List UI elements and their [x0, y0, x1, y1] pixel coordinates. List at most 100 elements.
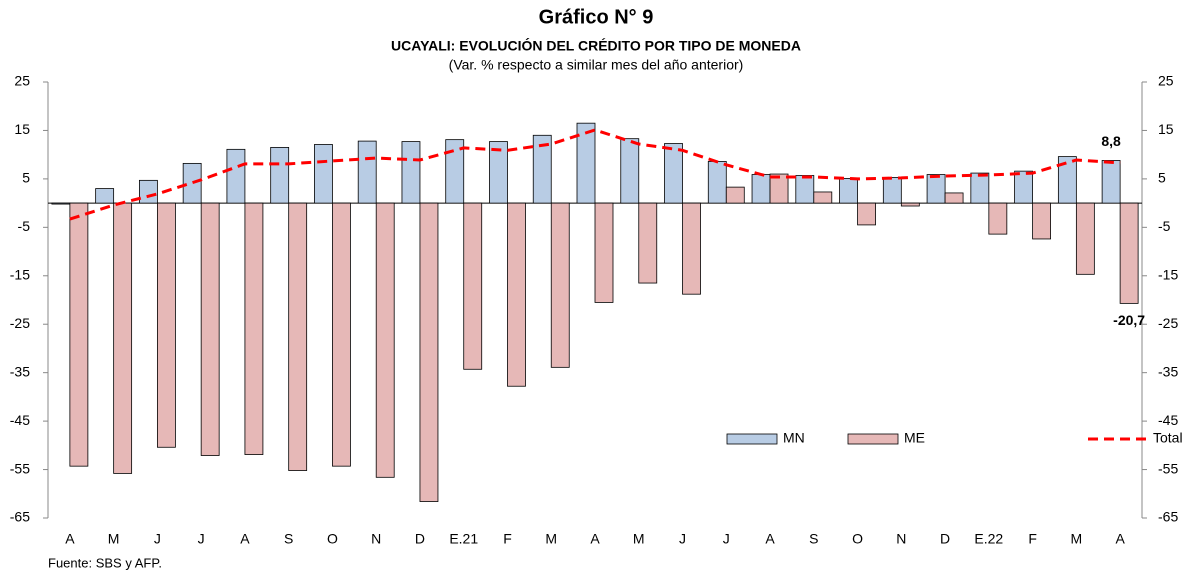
x-tick-label: M — [545, 531, 557, 547]
bar — [1075, 202, 1095, 275]
bar — [620, 138, 640, 204]
bar — [401, 141, 421, 204]
bar — [445, 139, 465, 204]
y2-tick-label: -35 — [1158, 363, 1178, 379]
bar — [900, 202, 920, 207]
legend-label: Total — [1153, 430, 1183, 446]
y2-tick-label: 15 — [1158, 121, 1174, 137]
bar — [200, 202, 220, 456]
x-tick-label: E.21 — [449, 531, 478, 547]
y2-tick-label: -55 — [1158, 460, 1178, 476]
chart-subtitle: UCAYALI: EVOLUCIÓN DEL CRÉDITO POR TIPO … — [391, 37, 801, 54]
line — [69, 128, 1121, 221]
source: Fuente: SBS y AFP. — [48, 555, 162, 570]
bar — [751, 174, 771, 204]
bar — [507, 202, 526, 387]
bar — [707, 161, 727, 204]
y-tick-label: -25 — [10, 315, 30, 331]
legend-label: ME — [904, 430, 925, 446]
y-tick-label: -55 — [10, 460, 30, 476]
bar — [156, 202, 176, 448]
x-tick-label: O — [327, 531, 338, 547]
x-tick-label: A — [590, 531, 600, 547]
x-tick-label: S — [809, 531, 818, 547]
bar — [138, 179, 158, 204]
value-label: -20,7 — [1113, 312, 1145, 328]
y2-tick-label: 25 — [1158, 73, 1174, 89]
value-label: 8,8 — [1101, 133, 1121, 149]
chart-note: (Var. % respecto a similar mes del año a… — [449, 57, 744, 73]
bar — [638, 202, 658, 284]
bar — [419, 202, 439, 502]
x-tick-label: J — [679, 531, 686, 547]
bar — [244, 202, 264, 455]
bar — [970, 172, 990, 204]
bar — [988, 202, 1008, 235]
bar — [857, 202, 876, 226]
x-tick-label: E.22 — [974, 531, 1003, 547]
x-tick-label: D — [940, 531, 950, 547]
bar — [1101, 160, 1121, 204]
bar — [926, 174, 946, 204]
legend-label: MN — [783, 430, 805, 446]
x-tick-label: A — [65, 531, 75, 547]
bar — [357, 140, 377, 204]
bar — [795, 175, 815, 204]
y-tick-label: -15 — [10, 266, 30, 282]
bar — [839, 178, 858, 204]
bar — [226, 148, 246, 204]
bar — [314, 144, 333, 204]
bar — [550, 202, 570, 368]
y-tick-label: 25 — [14, 73, 30, 89]
x-tick-label: A — [765, 531, 775, 547]
y-tick-label: -65 — [10, 509, 30, 525]
bar — [332, 202, 351, 467]
x-tick-label: F — [503, 531, 512, 547]
y2-tick-label: -5 — [1158, 218, 1171, 234]
bar — [1057, 156, 1077, 204]
bar — [270, 146, 290, 204]
bar — [489, 141, 508, 204]
x-tick-label: N — [896, 531, 906, 547]
x-tick-label: M — [1071, 531, 1083, 547]
x-tick-label: J — [198, 531, 205, 547]
x-tick-label: D — [415, 531, 425, 547]
legend-swatch — [726, 433, 778, 445]
x-tick-label: N — [371, 531, 381, 547]
x-tick-label: J — [154, 531, 161, 547]
bar — [882, 177, 902, 204]
bar — [463, 202, 483, 370]
bar — [69, 202, 89, 467]
y2-tick-label: -65 — [1158, 509, 1178, 525]
bar — [1032, 202, 1051, 240]
chart-title: Gráfico N° 9 — [539, 6, 654, 28]
y-tick-label: 5 — [22, 170, 30, 186]
x-tick-label: F — [1028, 531, 1037, 547]
bar — [725, 186, 745, 204]
bar — [182, 162, 202, 204]
y2-tick-label: -15 — [1158, 266, 1178, 282]
x-tick-label: A — [240, 531, 250, 547]
bar — [532, 134, 552, 204]
bar — [95, 188, 115, 204]
bar — [1119, 202, 1139, 304]
bar — [594, 202, 614, 303]
bar — [288, 202, 308, 471]
y-tick-label: 15 — [14, 121, 30, 137]
y-tick-label: -35 — [10, 363, 30, 379]
y-tick-label: -5 — [18, 218, 31, 234]
x-tick-label: M — [108, 531, 120, 547]
x-tick-label: S — [284, 531, 293, 547]
bar — [375, 202, 395, 478]
bar — [682, 202, 701, 295]
bar — [664, 143, 683, 204]
y2-tick-label: 5 — [1158, 170, 1166, 186]
y-tick-label: -45 — [10, 412, 30, 428]
y2-tick-label: -45 — [1158, 412, 1178, 428]
legend-swatch — [847, 433, 899, 445]
bar — [769, 173, 789, 204]
y2-tick-label: -25 — [1158, 315, 1178, 331]
x-tick-label: O — [852, 531, 863, 547]
bar — [113, 202, 133, 474]
